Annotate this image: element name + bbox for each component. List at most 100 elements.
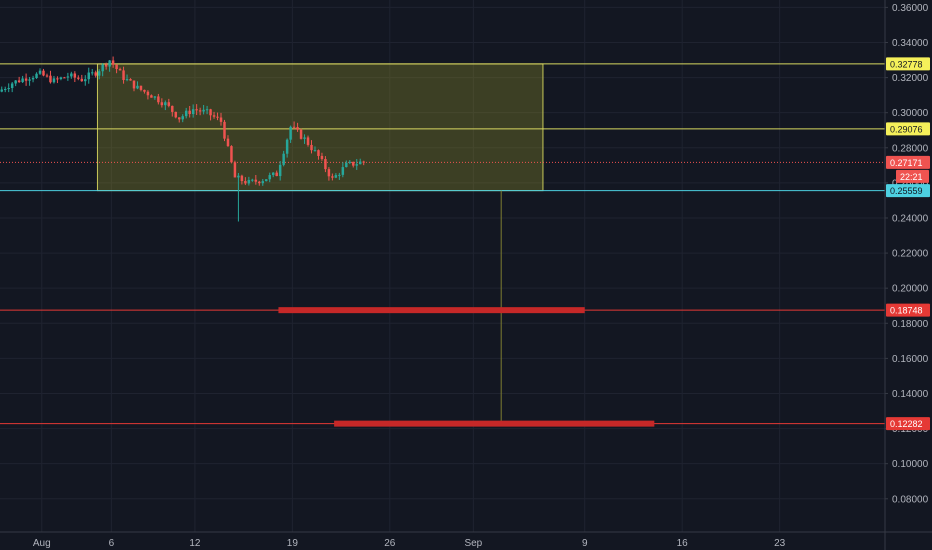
candle <box>205 105 209 115</box>
range-zone[interactable] <box>96 63 544 192</box>
candle-body <box>3 89 7 91</box>
candle-body <box>310 144 313 151</box>
candle <box>38 68 42 75</box>
candle <box>184 107 188 119</box>
candle-body <box>348 161 352 163</box>
y-tick-label: 0.34000 <box>892 38 929 49</box>
candle-body <box>355 164 358 166</box>
candle <box>14 80 17 87</box>
candle-body <box>66 76 70 78</box>
countdown-tag-bg <box>896 169 929 183</box>
price-tag-yellow-bg <box>886 122 930 136</box>
x-tick-label: 26 <box>384 538 396 549</box>
candle-body <box>146 91 150 96</box>
candle-body <box>254 179 258 182</box>
red-level-bars[interactable] <box>278 307 655 427</box>
candle <box>334 173 338 179</box>
candle <box>42 68 45 77</box>
candle <box>24 73 28 86</box>
price-tag-yellow: 0.29076 <box>890 124 923 134</box>
candle-body <box>306 137 310 145</box>
candle <box>181 114 184 123</box>
candle-body <box>296 127 299 130</box>
candle <box>191 104 195 118</box>
candle-body <box>188 110 191 115</box>
candle-body <box>45 75 49 77</box>
candle-body <box>38 70 42 74</box>
red-bar[interactable] <box>334 420 655 427</box>
candle <box>52 75 56 84</box>
candle-body <box>345 162 348 168</box>
candle-body <box>125 79 129 81</box>
candle <box>77 75 80 81</box>
candle <box>254 174 258 185</box>
candle <box>63 76 66 79</box>
candle-body <box>59 77 63 80</box>
price-tag-red: 0.12282 <box>890 419 923 429</box>
candle-body <box>212 115 216 117</box>
candle-body <box>362 161 365 163</box>
candle <box>352 161 355 168</box>
candle <box>292 121 296 130</box>
candle <box>136 81 139 90</box>
candle-body <box>251 179 254 181</box>
candle-body <box>205 109 209 111</box>
candle <box>115 64 118 74</box>
candle-body <box>230 146 233 163</box>
candle-body <box>97 71 101 76</box>
candle-body <box>178 117 181 120</box>
candle <box>275 170 278 177</box>
price-axis-background <box>885 0 932 550</box>
candle <box>0 86 3 93</box>
candle-body <box>35 73 38 79</box>
candle <box>313 146 317 152</box>
range-zone-rect[interactable] <box>96 63 544 192</box>
candle-body <box>292 126 296 128</box>
candle <box>268 172 271 183</box>
candle-body <box>313 150 317 152</box>
candle <box>251 178 254 182</box>
candle <box>87 67 90 84</box>
candle <box>49 70 52 84</box>
candle <box>132 80 136 92</box>
candle-body <box>233 162 237 178</box>
candle-body <box>303 137 306 139</box>
candle-body <box>247 180 251 184</box>
candle <box>73 71 77 83</box>
candle-body <box>129 79 132 81</box>
candle-body <box>258 181 261 184</box>
candle <box>90 68 94 76</box>
candle <box>327 167 331 181</box>
x-tick-label: 6 <box>109 538 115 549</box>
red-bar[interactable] <box>278 307 585 314</box>
candle <box>198 107 202 116</box>
candle-body <box>136 85 139 89</box>
candle-body <box>171 105 174 112</box>
candle <box>240 174 244 185</box>
candle <box>174 111 178 119</box>
y-tick-label: 0.30000 <box>892 108 929 119</box>
y-tick-label: 0.28000 <box>892 143 929 154</box>
candle-body <box>334 175 338 178</box>
price-tag-red-bg <box>886 417 930 431</box>
candle-body <box>327 169 331 177</box>
candle-body <box>73 73 77 78</box>
candle <box>303 134 306 144</box>
candle <box>271 172 275 178</box>
candle-body <box>299 129 303 139</box>
candle-body <box>191 109 195 115</box>
candle-body <box>153 96 157 98</box>
candle-body <box>237 175 240 178</box>
y-tick-label: 0.14000 <box>892 389 929 400</box>
candle <box>324 156 327 173</box>
candle-body <box>139 85 143 90</box>
current-price-tag-bg <box>886 155 930 169</box>
candle-body <box>285 139 289 154</box>
candle <box>80 74 84 82</box>
price-axis-ticks: 0.36000 0.34000 0.32000 0.30000 0.28000 0.260… <box>885 3 929 505</box>
candle <box>178 117 181 123</box>
candle-body <box>24 78 28 81</box>
candle <box>278 161 282 181</box>
